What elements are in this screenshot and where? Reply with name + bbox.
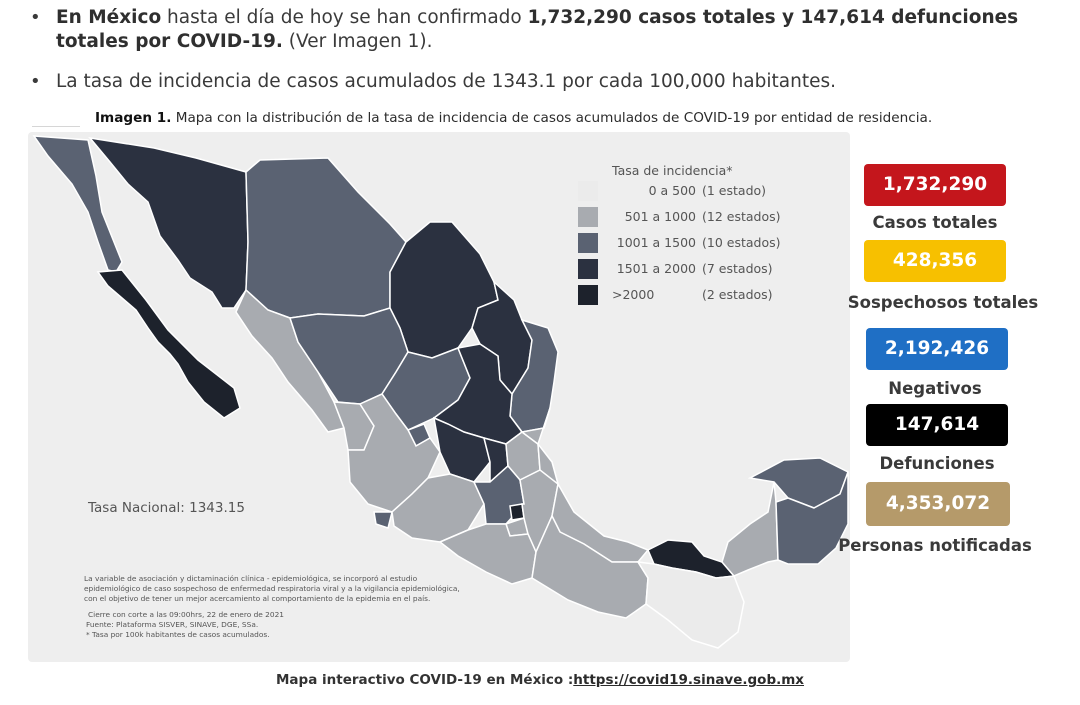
map-notes: La variable de asociación y dictaminació…: [84, 574, 514, 640]
stat-casos-totales-value: 1,732,290: [864, 164, 1006, 206]
bullet-dot: •: [30, 7, 41, 28]
caption-divider: [32, 126, 80, 127]
note-line: epidemiológico de caso sospechoso de enf…: [84, 584, 460, 593]
legend-range: >2000: [612, 287, 655, 302]
interactive-map-link[interactable]: https://covid19.sinave.gob.mx: [573, 672, 805, 688]
stat-negativos-value: 2,192,426: [866, 328, 1008, 370]
state-campeche: [721, 481, 779, 577]
stat-notificadas-value: 4,353,072: [866, 482, 1010, 526]
state-chiapas: [636, 561, 745, 649]
note-line: con el objetivo de tener un mejor acerca…: [84, 594, 431, 603]
state-colima: [373, 511, 393, 529]
state-chihuahua: [245, 157, 407, 319]
stat-sospechosos-label: Sospechosos totales: [847, 293, 1039, 312]
cases-deaths-summary: 1,732,290 casos totales y 147,614 defunc…: [56, 7, 1019, 52]
note-cierre: Cierre con corte a las 09:00hrs, 22 de e…: [88, 610, 284, 619]
stat-negativos-label: Negativos: [888, 379, 982, 398]
bullet-confirmed-cases: • En México hasta el día de hoy se han c…: [30, 6, 1070, 54]
footer-label: Mapa interactivo COVID-19 en México :: [275, 672, 574, 688]
legend-title: Tasa de incidencia*: [612, 163, 733, 178]
stat-sospechosos-value: 428,356: [864, 240, 1006, 282]
footer-map-link: Mapa interactivo COVID-19 en México :htt…: [0, 672, 1080, 688]
legend-count: (7 estados): [702, 261, 773, 276]
map-panel: Tasa Nacional: 1343.15 La variable de as…: [28, 132, 850, 662]
country-label: En México: [56, 7, 162, 28]
state-guerrero: [438, 523, 537, 585]
stat-defunciones-value: 147,614: [866, 404, 1008, 446]
legend-swatch: [578, 233, 598, 253]
legend-count: (1 estado): [702, 183, 767, 198]
state-quintana-roo: [775, 471, 849, 565]
legend-swatch: [578, 207, 598, 227]
incidence-rate-text: La tasa de incidencia de casos acumulado…: [56, 71, 836, 92]
mexico-incidence-map: [32, 135, 849, 649]
figure-caption: Imagen 1. Mapa con la distribución de la…: [95, 110, 932, 126]
national-rate: Tasa Nacional: 1343.15: [88, 500, 245, 516]
state-baja-california-sur: [96, 269, 241, 419]
bullet-incidence-rate: • La tasa de incidencia de casos acumula…: [30, 70, 836, 94]
stat-notificadas-label: Personas notificadas: [838, 536, 1032, 555]
note-tasa: * Tasa por 100k habitantes de casos acum…: [86, 630, 270, 639]
state-sonora: [88, 136, 249, 309]
stat-defunciones-label: Defunciones: [879, 454, 995, 473]
legend-range: 1001 a 1500: [616, 235, 696, 250]
caption-text: Mapa con la distribución de la tasa de i…: [171, 110, 933, 126]
caption-label: Imagen 1.: [95, 110, 172, 126]
legend-swatch: [578, 259, 598, 279]
stat-casos-totales-label: Casos totales: [872, 213, 998, 232]
legend-count: (12 estados): [702, 209, 781, 224]
legend-count: (2 estados): [702, 287, 773, 302]
note-line: La variable de asociación y dictaminació…: [84, 574, 418, 583]
legend-range: 0 a 500: [648, 183, 696, 198]
legend-swatch: [578, 181, 598, 201]
bullet-text-ref: (Ver Imagen 1).: [282, 31, 433, 52]
legend-range: 501 a 1000: [624, 209, 696, 224]
legend-range: 1501 a 2000: [616, 261, 696, 276]
bullet-dot: •: [30, 71, 41, 92]
legend-count: (10 estados): [702, 235, 781, 250]
bullet-text-mid: hasta el día de hoy se han confirmado: [161, 7, 528, 28]
legend-swatch: [578, 285, 598, 305]
note-fuente: Fuente: Plataforma SISVER, SINAVE, DGE, …: [86, 620, 259, 629]
